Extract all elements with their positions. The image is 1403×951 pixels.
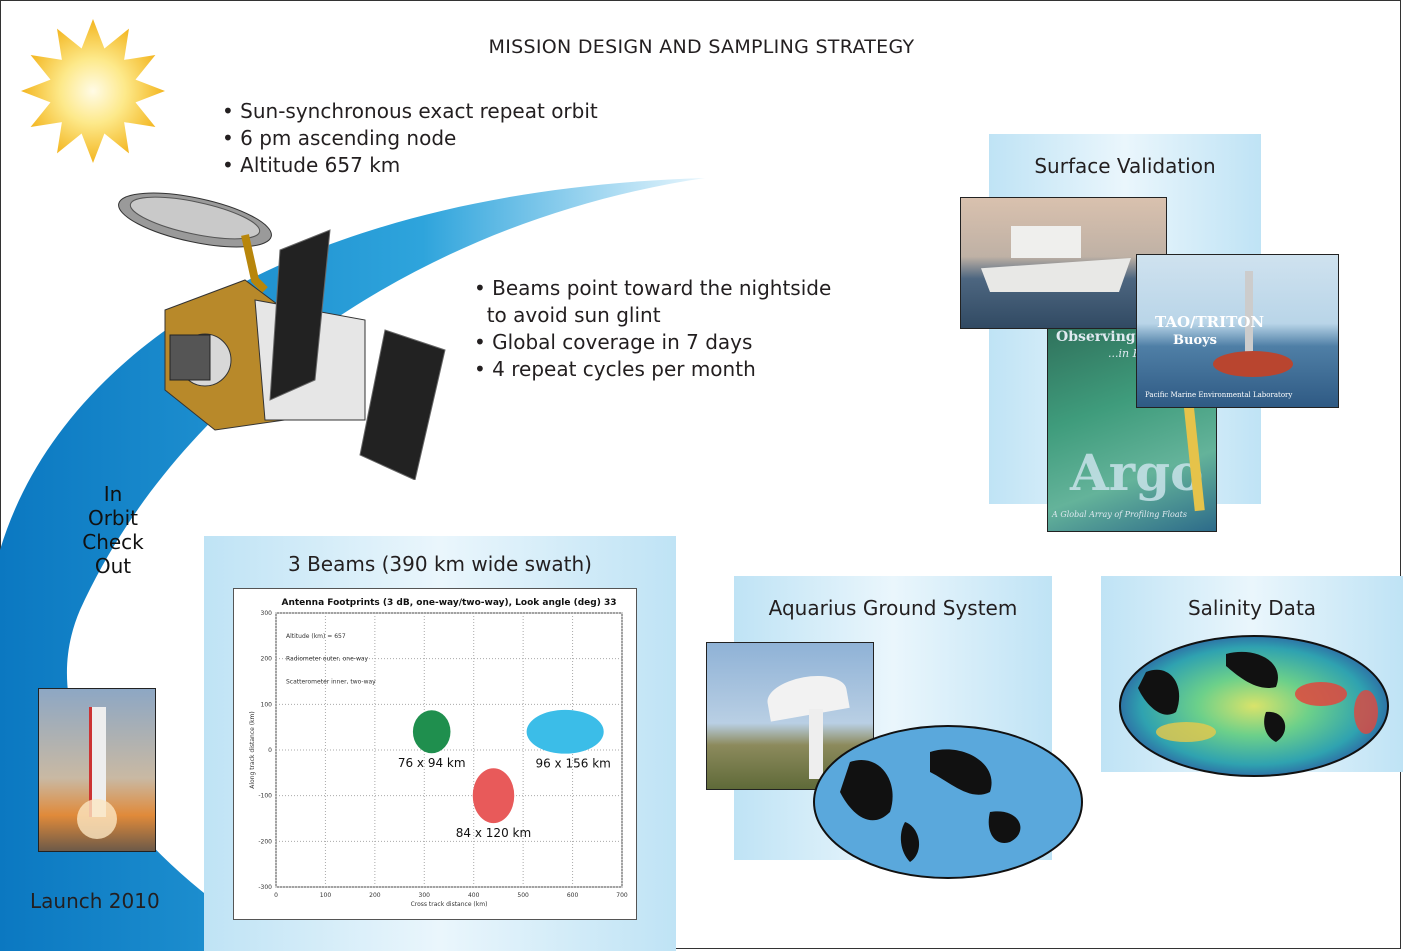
footprint-ellipse [412, 710, 451, 754]
x-axis-label: Cross track distance (km) [411, 901, 488, 908]
sun-icon [21, 19, 165, 163]
y-tick-label: -100 [258, 793, 272, 800]
launch-photo [38, 688, 156, 852]
y-tick-label: -200 [258, 838, 272, 845]
x-tick-label: 400 [468, 892, 480, 899]
ground-antenna-photo [706, 642, 874, 790]
research-ship-photo [960, 197, 1167, 329]
x-tick-label: 700 [616, 892, 628, 899]
footprint-plot: 0 100 200 300 400 500 600 700 300 200 100 0 -100 -200… [233, 588, 637, 920]
x-tick-label: 600 [567, 892, 579, 899]
footprint-ellipse [472, 768, 515, 824]
plot-title: Antenna Footprints (3 dB, one-way/two-wa… [282, 598, 617, 608]
tao-triton-buoy-photo: TAO/TRITON Buoys Pacific Marine Environm… [1136, 254, 1339, 408]
y-tick-label: 200 [261, 656, 273, 663]
salinity-map [1119, 635, 1389, 777]
footprint-label: 84 x 120 km [456, 826, 531, 840]
orbit-bullet: • Altitude 657 km [222, 153, 401, 177]
y-tick-label: 0 [268, 747, 272, 754]
orbit-bullet: • Sun-synchronous exact repeat orbit [222, 99, 598, 123]
beam-bullet: • Global coverage in 7 days [474, 330, 753, 354]
beam-bullets: • Beams point toward the nightside to av… [474, 275, 831, 383]
plot-note: Altitude (km) = 657 [286, 633, 346, 640]
x-tick-label: 300 [419, 892, 431, 899]
x-tick-label: 200 [369, 892, 381, 899]
beams-panel-title: 3 Beams (390 km wide swath) [287, 552, 592, 576]
y-axis-label: Along track distance (km) [249, 711, 256, 788]
plot-note: Scatterometer inner, two-way [286, 679, 376, 686]
footprint-ellipse [526, 709, 604, 754]
beam-bullet: to avoid sun glint [474, 303, 661, 327]
y-tick-label: 300 [261, 610, 273, 617]
page-title: MISSION DESIGN AND SAMPLING STRATEGY [488, 36, 915, 58]
footprint-label: 96 x 156 km [535, 757, 610, 771]
y-tick-label: -300 [258, 884, 272, 891]
ground-system-title: Aquarius Ground System [768, 596, 1018, 620]
y-tick-label: 100 [261, 701, 273, 708]
footprint-chart: 0 100 200 300 400 500 600 700 300 200 100 0 -100 -200… [249, 598, 628, 908]
ground-world-map [813, 725, 1083, 879]
orbit-bullets: • Sun-synchronous exact repeat orbit • 6… [222, 98, 598, 179]
in-orbit-checkout-label: In Orbit Check Out [82, 482, 144, 578]
launch-label: Launch 2010 [30, 889, 160, 913]
salinity-title: Salinity Data [1187, 596, 1317, 620]
surface-validation-title: Surface Validation [1034, 154, 1216, 178]
beam-bullet: • 4 repeat cycles per month [474, 357, 756, 381]
footprint-label: 76 x 94 km [398, 756, 466, 770]
beam-bullet: • Beams point toward the nightside [474, 276, 832, 300]
satellite-illustration [118, 192, 446, 480]
x-tick-label: 0 [274, 892, 278, 899]
x-tick-label: 500 [517, 892, 529, 899]
plot-note: Radiometer outer, one-way [286, 656, 369, 663]
x-tick-label: 100 [320, 892, 332, 899]
orbit-bullet: • 6 pm ascending node [222, 126, 457, 150]
